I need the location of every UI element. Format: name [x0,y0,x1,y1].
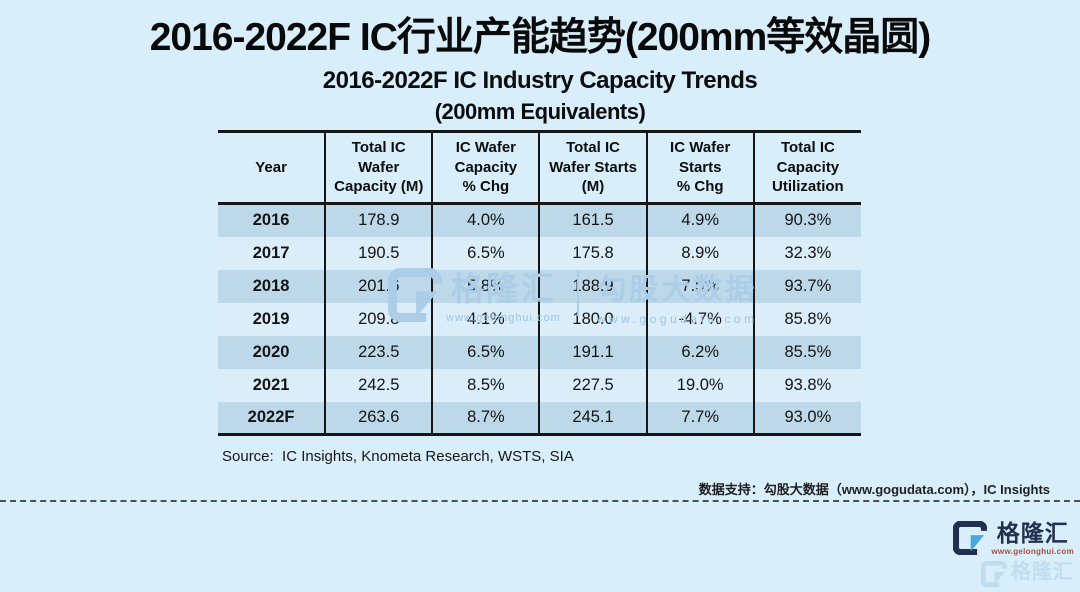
gelonghui-g-icon [953,520,988,560]
table-row-2021: 2021 242.5 8.5% 227.5 19.0% 93.8% [218,368,861,402]
col-header-3: Total IC Wafer Starts (M) [538,131,647,205]
value-cell: 85.8% [752,302,861,336]
value-cell: 201.6 [324,269,433,303]
table-row-2019: 2019 209.8 4.1% 180.0 -4.7% 85.8% [218,302,861,336]
capacity-table-zone: Year Total IC Wafer Capacity (M) IC Wafer Cap… [218,130,861,436]
table-row-2017: 2017 190.5 6.5% 175.8 8.9% 32.3% [218,236,861,270]
value-cell: 6.5% [431,335,540,369]
value-cell: 32.3% [752,236,861,270]
value-cell: 7.7% [645,401,754,435]
value-cell: 8.7% [431,401,540,435]
gelonghui-logo-text: 格隆汇 [996,520,1069,546]
gelonghui-g-reflection-icon [980,560,1008,592]
value-cell: 223.5 [324,335,433,369]
gelonghui-logo-main: 格隆汇 www.gelonghui.com [953,520,1074,560]
col-header-4: IC Wafer Starts% Chg [645,131,754,205]
value-cell: 245.1 [538,401,647,435]
value-cell: 178.9 [324,203,433,237]
value-cell: 8.5% [431,368,540,402]
source-note: Source: IC Insights, Knometa Research, W… [222,448,574,465]
value-cell: 209.8 [324,302,433,336]
value-cell: 161.5 [538,203,647,237]
year-cell: 2021 [252,375,290,394]
table-row-2018: 2018 201.6 5.8% 188.9 7.5% 93.7% [218,269,861,303]
value-cell: 19.0% [645,368,754,402]
data-credit: 数据支持：勾股大数据（www.gogudata.com），IC Insights [698,482,1050,497]
col-header-0: Year [218,131,326,205]
value-cell: 191.1 [538,335,647,369]
value-cell: 6.2% [645,335,754,369]
value-cell: 175.8 [538,236,647,270]
value-cell: 85.5% [752,335,861,369]
value-cell: 93.8% [752,368,861,402]
value-cell: 7.5% [645,269,754,303]
chart-title-en: 2016-2022F IC Industry Capacity Trends [322,67,758,94]
gelonghui-logo-reflection: 格隆汇 [980,560,1074,592]
value-cell: 188.9 [538,269,647,303]
year-cell: 2018 [252,276,290,295]
table-header: Year Total IC Wafer Capacity (M) IC Wafer Cap… [218,131,861,205]
table-row-2016: 2016 178.9 4.0% 161.5 4.9% 90.3% [218,203,861,237]
value-cell: 93.0% [752,401,861,435]
value-cell: 93.7% [752,269,861,303]
value-cell: 4.0% [431,203,540,237]
value-cell: 90.3% [752,203,861,237]
year-cell: 2022F [247,407,295,426]
value-cell: -4.7% [645,302,754,336]
gelonghui-logo: 格隆汇 www.gelonghui.com 格隆汇 [953,520,1074,592]
header-row: Year Total IC Wafer Capacity (M) IC Wafer Cap… [218,131,861,205]
year-cell: 2019 [252,309,290,328]
value-cell: 8.9% [645,236,754,270]
col-header-2: IC Wafer Capacity% Chg [431,131,540,205]
year-cell: 2017 [252,243,290,262]
year-cell: 2016 [252,211,290,230]
capacity-table: Year Total IC Wafer Capacity (M) IC Wafer Cap… [218,130,861,436]
value-cell: 4.1% [431,302,540,336]
col-header-5: Total IC Capacity Utilization [752,131,861,205]
value-cell: 227.5 [538,368,647,402]
gelonghui-logo-reflection-text: 格隆汇 [1011,561,1074,583]
table-row-2022F: 2022F 263.6 8.7% 245.1 7.7% 93.0% [218,401,861,435]
value-cell: 242.5 [324,368,433,402]
col-header-1: Total IC Wafer Capacity (M) [324,131,433,205]
value-cell: 180.0 [538,302,647,336]
divider-dashed-line [0,500,1080,502]
value-cell: 190.5 [324,236,433,270]
value-cell: 5.8% [431,269,540,303]
table-row-2020: 2020 223.5 6.5% 191.1 6.2% 85.5% [218,335,861,369]
table-body: 2016 178.9 4.0% 161.5 4.9% 90.3% 2017 190.5 6.5%… [218,203,861,435]
value-cell: 6.5% [431,236,540,270]
year-cell: 2020 [252,342,290,361]
chart-subtitle-en: (200mm Equivalents) [434,99,646,124]
value-cell: 263.6 [324,401,433,435]
gelonghui-logo-url: www.gelonghui.com [991,547,1074,557]
value-cell: 4.9% [645,203,754,237]
page-title-zh: 2016-2022F IC行业产能趋势(200mm等效晶圆) [149,16,932,59]
